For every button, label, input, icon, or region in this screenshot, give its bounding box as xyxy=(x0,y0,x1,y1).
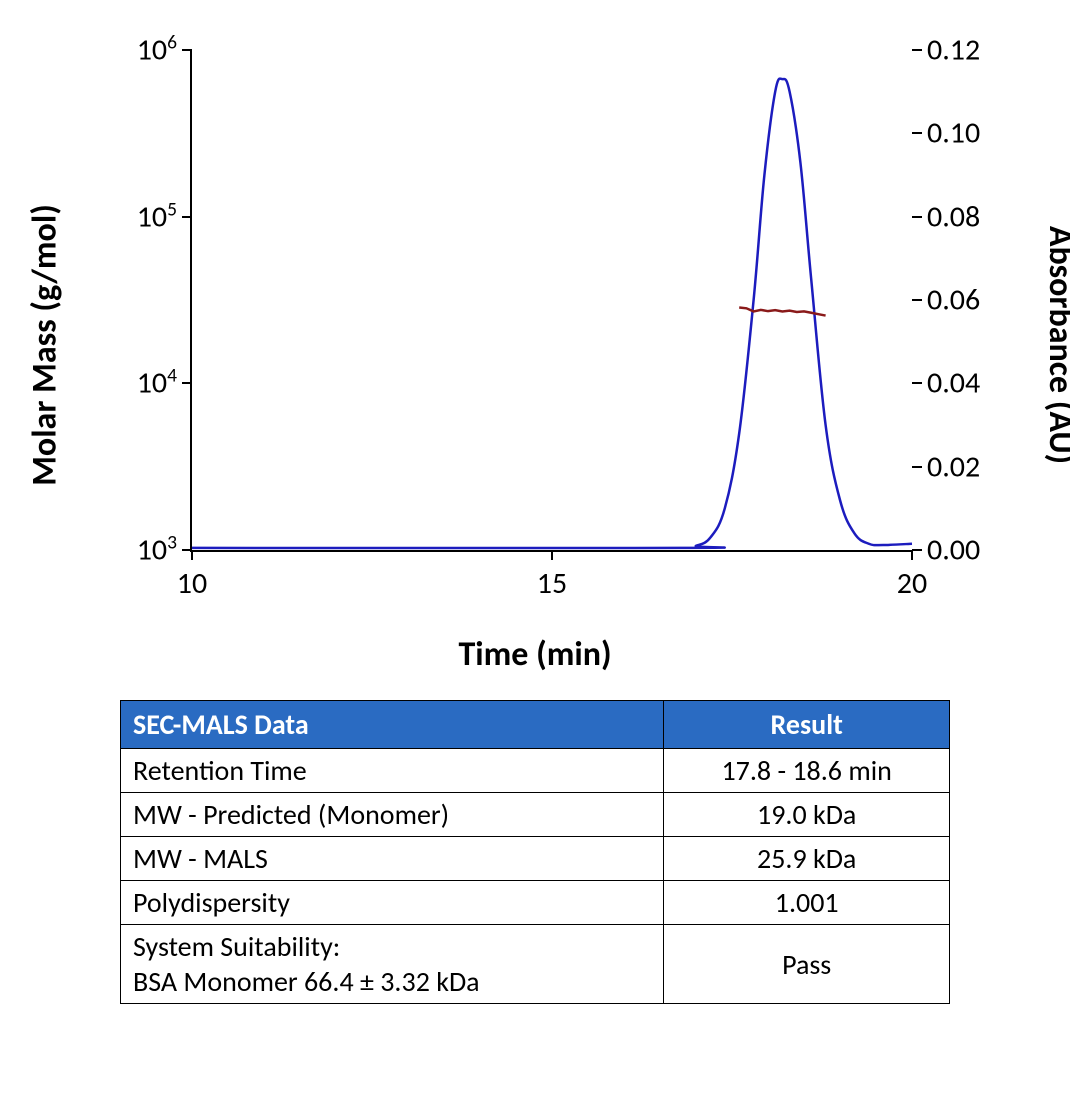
table-cell-label: System Suitability:BSA Monomer 66.4 ± 3.… xyxy=(121,925,664,1004)
y-right-tick-label: 0.08 xyxy=(927,198,980,235)
table-header-label: SEC-MALS Data xyxy=(121,701,664,749)
sec-mals-chart: Molar Mass (g/mol) Absorbance (AU) Time … xyxy=(55,20,1015,670)
table-cell-result: Pass xyxy=(664,925,950,1004)
table-row: MW - Predicted (Monomer)19.0 kDa xyxy=(121,793,950,837)
y-left-tick-label: 104 xyxy=(137,365,177,402)
absorbance-trace xyxy=(192,79,912,549)
table-cell-result: 17.8 - 18.6 min xyxy=(664,749,950,793)
y-right-tick-label: 0.10 xyxy=(927,115,980,152)
chart-traces xyxy=(192,50,912,550)
y-right-tick-label: 0.02 xyxy=(927,448,980,485)
y-right-tick-label: 0.06 xyxy=(927,282,980,319)
table-header-result: Result xyxy=(664,701,950,749)
table-cell-label: Polydispersity xyxy=(121,881,664,925)
x-tick-label: 15 xyxy=(537,565,567,602)
table-cell-label: MW - MALS xyxy=(121,837,664,881)
y-left-tick-label: 103 xyxy=(137,532,177,569)
y-right-tick-label: 0.04 xyxy=(927,365,980,402)
table-row: System Suitability:BSA Monomer 66.4 ± 3.… xyxy=(121,925,950,1004)
table-row: Polydispersity1.001 xyxy=(121,881,950,925)
y-left-tick-label: 105 xyxy=(137,198,177,235)
y-left-tick-label: 106 xyxy=(137,32,177,69)
table-cell-result: 25.9 kDa xyxy=(664,837,950,881)
table-cell-result: 19.0 kDa xyxy=(664,793,950,837)
y-left-axis-label: Molar Mass (g/mol) xyxy=(25,204,66,486)
table-row: MW - MALS25.9 kDa xyxy=(121,837,950,881)
table-row: Retention Time17.8 - 18.6 min xyxy=(121,749,950,793)
x-tick-label: 10 xyxy=(177,565,207,602)
table-cell-result: 1.001 xyxy=(664,881,950,925)
sec-mals-table: SEC-MALS DataResult Retention Time17.8 -… xyxy=(120,700,950,1004)
y-right-tick-label: 0.00 xyxy=(927,532,980,569)
x-axis-label: Time (min) xyxy=(458,634,611,675)
table-cell-label: Retention Time xyxy=(121,749,664,793)
x-tick-label: 20 xyxy=(897,565,927,602)
y-right-tick-label: 0.12 xyxy=(927,32,980,69)
plot-area: 1031041051060.000.020.040.060.080.100.12… xyxy=(190,50,912,552)
y-right-axis-label: Absorbance (AU) xyxy=(1040,226,1070,464)
table-cell-label: MW - Predicted (Monomer) xyxy=(121,793,664,837)
